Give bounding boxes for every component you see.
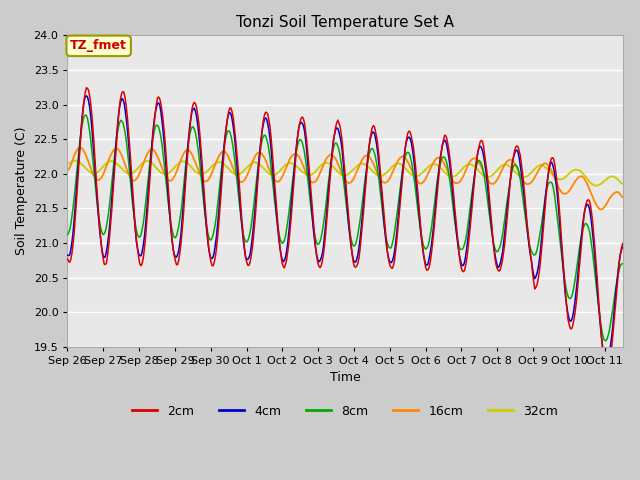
Y-axis label: Soil Temperature (C): Soil Temperature (C) — [15, 127, 28, 255]
Legend: 2cm, 4cm, 8cm, 16cm, 32cm: 2cm, 4cm, 8cm, 16cm, 32cm — [127, 400, 563, 423]
Text: TZ_fmet: TZ_fmet — [70, 39, 127, 52]
Title: Tonzi Soil Temperature Set A: Tonzi Soil Temperature Set A — [236, 15, 454, 30]
X-axis label: Time: Time — [330, 372, 360, 384]
